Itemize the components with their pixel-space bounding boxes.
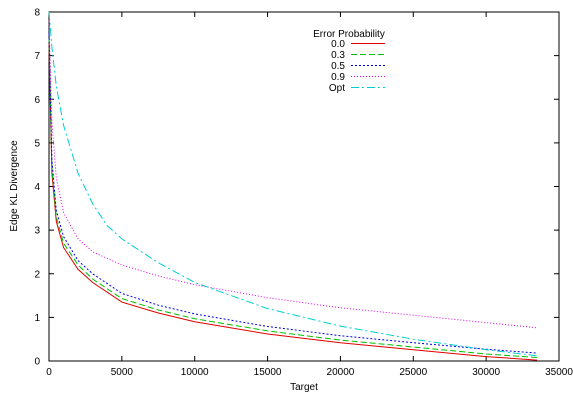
series-line-0-3 xyxy=(48,38,538,358)
y-tick-label: 5 xyxy=(34,138,40,149)
x-tick-label: 25000 xyxy=(399,367,427,378)
y-tick-label: 3 xyxy=(34,226,40,237)
x-tick-label: 30000 xyxy=(472,367,500,378)
plot-frame xyxy=(48,11,560,362)
series-line-0-0 xyxy=(48,42,538,361)
y-tick-label: 0 xyxy=(34,357,40,368)
legend-label: 0.3 xyxy=(331,50,345,61)
axis-ticks: 0 5000 10000 15000 20000 25000 30000 35000 0 1 2 3 4… xyxy=(34,8,573,379)
x-tick-label: 35000 xyxy=(545,367,573,378)
y-axis-label: Edge KL Divergence xyxy=(9,140,20,232)
x-tick-label: 15000 xyxy=(254,367,282,378)
legend-title: Error Probability xyxy=(313,29,385,40)
x-tick-label: 5000 xyxy=(111,367,134,378)
x-tick-label: 20000 xyxy=(327,367,355,378)
y-tick-label: 8 xyxy=(34,8,40,19)
legend-label: 0.5 xyxy=(331,61,345,72)
series-line-opt xyxy=(48,11,538,357)
x-tick-label: 10000 xyxy=(181,367,209,378)
y-tick-label: 4 xyxy=(34,182,40,193)
y-tick-label: 1 xyxy=(34,313,40,324)
series-group xyxy=(48,11,538,361)
legend-label: Opt xyxy=(329,83,345,94)
legend-label: 0.0 xyxy=(331,39,345,50)
series-line-0-9 xyxy=(48,20,538,329)
series-line-0-5 xyxy=(48,33,538,354)
y-tick-label: 6 xyxy=(34,95,40,106)
x-axis-label: Target xyxy=(290,382,318,393)
y-tick-label: 2 xyxy=(34,269,40,280)
y-tick-label: 7 xyxy=(34,51,40,62)
x-tick-label: 0 xyxy=(46,367,52,378)
legend-label: 0.9 xyxy=(331,72,345,83)
